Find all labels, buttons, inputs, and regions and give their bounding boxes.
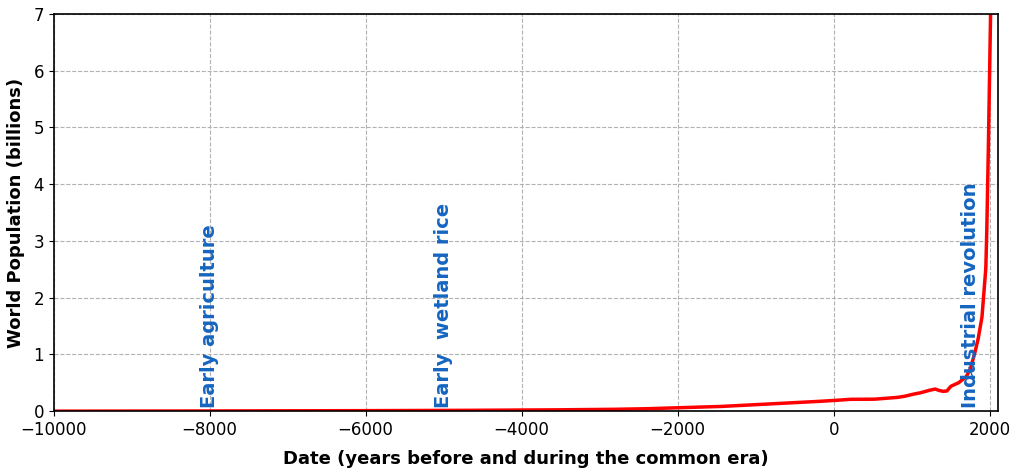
Y-axis label: World Population (billions): World Population (billions) (7, 77, 24, 348)
Text: Industrial revolution: Industrial revolution (961, 183, 979, 408)
Text: Early agriculture: Early agriculture (200, 225, 219, 408)
Text: Early  wetland rice: Early wetland rice (434, 203, 453, 408)
X-axis label: Date (years before and during the common era): Date (years before and during the common… (282, 450, 768, 468)
